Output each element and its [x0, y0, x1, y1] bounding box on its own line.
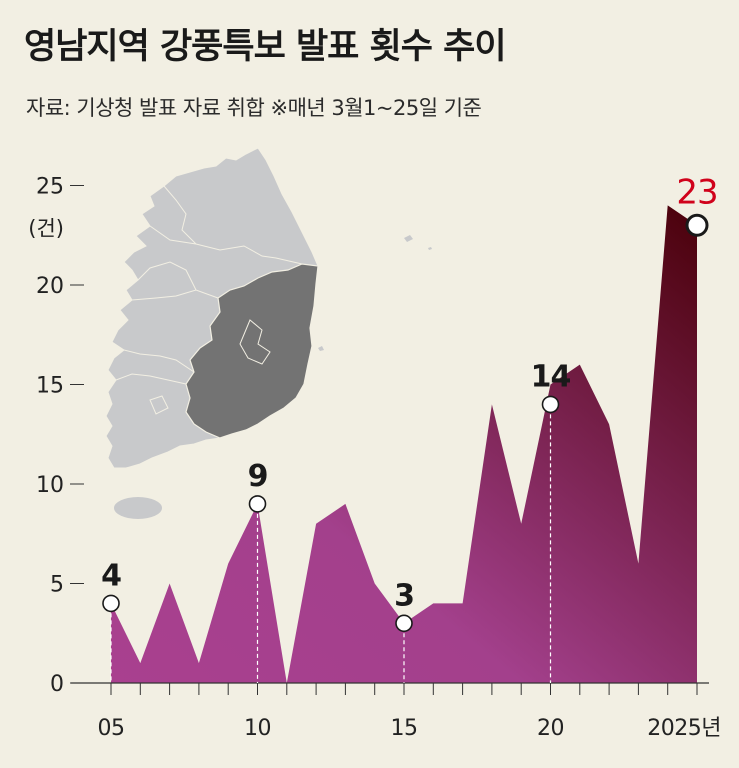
korea-map-illustration [105, 147, 432, 519]
y-axis-unit: (건) [28, 217, 64, 241]
map-yeongnam-region [185, 263, 319, 439]
x-tick-label: 05 [98, 716, 125, 741]
data-point-marker [248, 495, 267, 513]
data-label: 4 [101, 558, 121, 593]
y-tick-label: 5 [50, 573, 64, 598]
data-point-marker [102, 594, 120, 613]
data-point-marker [395, 614, 413, 633]
data-label: 14 [531, 359, 571, 394]
data-label: 23 [676, 172, 717, 212]
y-axis: 0 5 10 15 20 25 (건) [28, 175, 84, 697]
map-provincial-borders [115, 185, 303, 415]
data-point-marker [541, 395, 560, 414]
data-label: 9 [248, 459, 268, 494]
y-tick-label: 15 [36, 374, 64, 399]
x-axis: 05 10 15 20 2025년 [71, 682, 722, 741]
x-tick-label: 10 [244, 716, 271, 741]
map-jeju-island [114, 497, 162, 519]
y-tick-label: 0 [50, 672, 64, 697]
annotations: 4 9 3 14 23 [101, 172, 719, 683]
x-tick-label: 15 [391, 716, 418, 741]
y-tick-label: 25 [36, 175, 64, 200]
chart-subtitle: 자료: 기상청 발표 자료 취합 ※매년 3월1~25일 기준 [26, 96, 482, 120]
data-point-marker [685, 213, 709, 237]
chart-title: 영남지역 강풍특보 발표 횟수 추이 [24, 27, 507, 67]
x-tick-label: 2025년 [647, 716, 721, 741]
x-tick-label: 20 [537, 716, 564, 741]
map-islands [318, 235, 432, 351]
data-label: 3 [394, 578, 414, 613]
y-tick-label: 10 [36, 473, 64, 498]
y-tick-label: 20 [36, 274, 64, 299]
